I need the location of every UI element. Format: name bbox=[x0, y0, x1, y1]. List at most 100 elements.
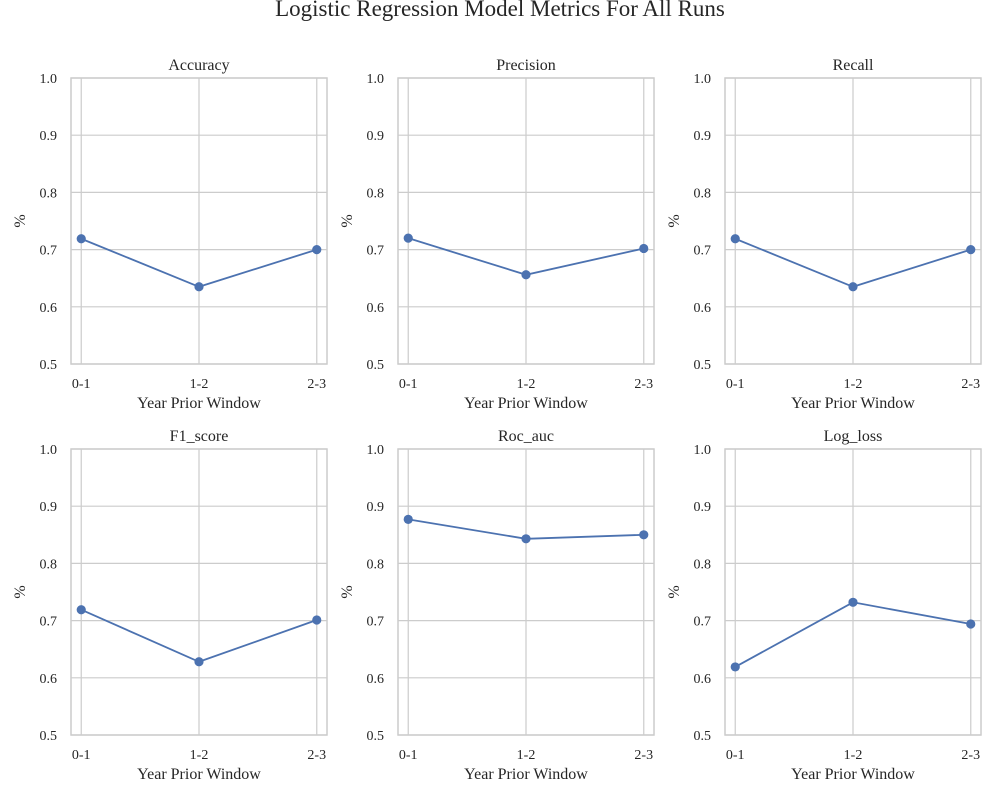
y-tick-label: 1.0 bbox=[694, 72, 712, 87]
plot-frame bbox=[397, 77, 655, 365]
y-axis-label: % bbox=[666, 585, 683, 598]
y-tick-label: 0.5 bbox=[694, 358, 712, 373]
data-point bbox=[521, 534, 531, 544]
y-tick-label: 0.9 bbox=[40, 500, 58, 515]
subplot-roc-auc: 0.5 0.6 0.7 0.8 0.9 1.0 0-1 1-2 2-3 Roc_auc Year P… bbox=[339, 428, 655, 783]
x-tick-label: 0-1 bbox=[72, 377, 91, 392]
y-tick-label: 0.7 bbox=[40, 244, 58, 259]
y-tick-label: 0.7 bbox=[40, 615, 58, 630]
y-tick-label: 0.5 bbox=[367, 729, 385, 744]
y-tick-label: 0.9 bbox=[694, 500, 712, 515]
subplot-accuracy: 0.5 0.6 0.7 0.8 0.9 1.0 0-1 1-2 2-3 Accuracy Year … bbox=[12, 57, 328, 412]
data-point bbox=[848, 282, 858, 292]
x-tick-label: 2-3 bbox=[307, 377, 326, 392]
data-point bbox=[194, 657, 204, 667]
y-axis-label: % bbox=[339, 585, 356, 598]
x-axis-label: Year Prior Window bbox=[791, 766, 915, 783]
data-point bbox=[639, 243, 649, 254]
y-tick-label: 0.8 bbox=[367, 186, 385, 201]
data-point bbox=[966, 619, 976, 629]
y-tick-label: 0.9 bbox=[694, 129, 712, 144]
plot-frame bbox=[724, 77, 982, 365]
y-tick-label: 0.6 bbox=[694, 672, 712, 687]
y-tick-label: 0.8 bbox=[694, 557, 712, 572]
subplot-precision: 0.5 0.6 0.7 0.8 0.9 1.0 0-1 1-2 2-3 Precision Year… bbox=[339, 57, 655, 412]
y-tick-label: 0.6 bbox=[40, 301, 58, 316]
y-tick-label: 0.6 bbox=[40, 672, 58, 687]
y-tick-label: 0.8 bbox=[694, 186, 712, 201]
y-tick-label: 0.5 bbox=[694, 729, 712, 744]
subplot-title: F1_score bbox=[170, 428, 229, 445]
subplot-log-loss: 0.5 0.6 0.7 0.8 0.9 1.0 0-1 1-2 2-3 Log_loss Year … bbox=[666, 428, 982, 783]
x-tick-label: 0-1 bbox=[399, 748, 418, 763]
y-tick-label: 0.7 bbox=[367, 244, 385, 259]
y-tick-label: 1.0 bbox=[694, 443, 712, 458]
x-axis-label: Year Prior Window bbox=[137, 766, 261, 783]
subplot-title: Log_loss bbox=[824, 428, 883, 445]
y-tick-label: 0.6 bbox=[694, 301, 712, 316]
data-point bbox=[730, 662, 740, 672]
x-tick-label: 2-3 bbox=[634, 748, 653, 763]
plot-frame bbox=[724, 448, 982, 736]
data-point bbox=[194, 282, 204, 292]
plot-frame bbox=[397, 448, 655, 736]
x-axis-label: Year Prior Window bbox=[791, 395, 915, 412]
y-tick-label: 0.7 bbox=[367, 615, 385, 630]
data-point bbox=[76, 605, 86, 615]
x-tick-label: 0-1 bbox=[399, 377, 418, 392]
x-tick-label: 2-3 bbox=[634, 377, 653, 392]
x-axis-label: Year Prior Window bbox=[137, 395, 261, 412]
y-tick-label: 0.9 bbox=[40, 129, 58, 144]
y-tick-label: 0.5 bbox=[367, 358, 385, 373]
x-axis-label: Year Prior Window bbox=[464, 395, 588, 412]
data-point bbox=[730, 234, 740, 244]
plot-frame bbox=[70, 77, 328, 365]
data-point bbox=[966, 245, 976, 255]
subplot-title: Precision bbox=[496, 57, 556, 74]
x-tick-label: 1-2 bbox=[844, 377, 863, 392]
y-tick-label: 0.7 bbox=[694, 615, 712, 630]
plot-frame bbox=[70, 448, 328, 736]
y-tick-label: 0.5 bbox=[40, 729, 58, 744]
y-tick-label: 0.6 bbox=[367, 301, 385, 316]
data-point bbox=[403, 514, 413, 524]
x-tick-label: 0-1 bbox=[72, 748, 91, 763]
y-tick-label: 1.0 bbox=[367, 443, 385, 458]
x-axis-label: Year Prior Window bbox=[464, 766, 588, 783]
data-point bbox=[312, 615, 322, 625]
y-tick-label: 0.9 bbox=[367, 500, 385, 515]
x-tick-label: 0-1 bbox=[726, 377, 745, 392]
subplot-recall: 0.5 0.6 0.7 0.8 0.9 1.0 0-1 1-2 2-3 Recall Year Pr… bbox=[666, 57, 982, 412]
x-tick-label: 1-2 bbox=[517, 748, 536, 763]
y-tick-label: 1.0 bbox=[40, 443, 58, 458]
subplot-title: Recall bbox=[833, 57, 874, 74]
data-point bbox=[403, 233, 413, 243]
data-point bbox=[639, 530, 649, 540]
y-tick-label: 0.5 bbox=[40, 358, 58, 373]
x-tick-label: 2-3 bbox=[307, 748, 326, 763]
data-point bbox=[848, 597, 858, 607]
x-tick-label: 1-2 bbox=[517, 377, 536, 392]
data-point bbox=[76, 234, 86, 244]
y-axis-label: % bbox=[12, 585, 29, 598]
data-point bbox=[312, 245, 322, 255]
x-tick-label: 1-2 bbox=[190, 377, 209, 392]
y-tick-label: 1.0 bbox=[40, 72, 58, 87]
y-tick-label: 1.0 bbox=[367, 72, 385, 87]
figure-title: Logistic Regression Model Metrics For Al… bbox=[275, 0, 725, 21]
subplot-title: Accuracy bbox=[168, 57, 229, 74]
y-axis-label: % bbox=[666, 214, 683, 227]
y-axis-label: % bbox=[339, 214, 356, 227]
y-tick-label: 0.8 bbox=[40, 557, 58, 572]
y-tick-label: 0.7 bbox=[694, 244, 712, 259]
y-tick-label: 0.6 bbox=[367, 672, 385, 687]
x-tick-label: 1-2 bbox=[190, 748, 209, 763]
subplot-title: Roc_auc bbox=[498, 428, 554, 445]
y-tick-label: 0.8 bbox=[40, 186, 58, 201]
y-tick-label: 0.8 bbox=[367, 557, 385, 572]
data-point bbox=[521, 270, 531, 280]
x-tick-label: 1-2 bbox=[844, 748, 863, 763]
y-tick-label: 0.9 bbox=[367, 129, 385, 144]
x-tick-label: 2-3 bbox=[961, 748, 980, 763]
